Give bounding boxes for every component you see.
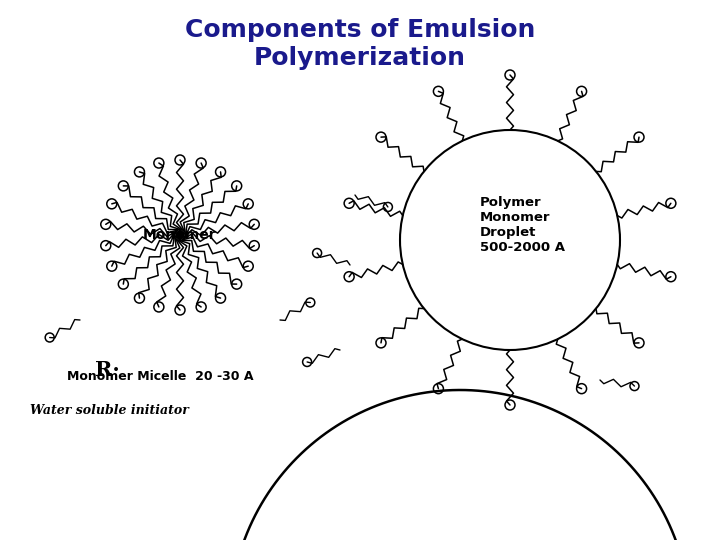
Text: Monomer: Monomer	[143, 228, 217, 242]
Text: Water soluble initiator: Water soluble initiator	[30, 403, 189, 416]
Text: R·: R·	[95, 360, 120, 380]
Text: Components of Emulsion
Polymerization: Components of Emulsion Polymerization	[185, 18, 535, 70]
Text: Polymer
Monomer
Droplet
500-2000 A: Polymer Monomer Droplet 500-2000 A	[480, 196, 565, 254]
Text: Monomer Micelle  20 -30 A: Monomer Micelle 20 -30 A	[67, 370, 253, 383]
